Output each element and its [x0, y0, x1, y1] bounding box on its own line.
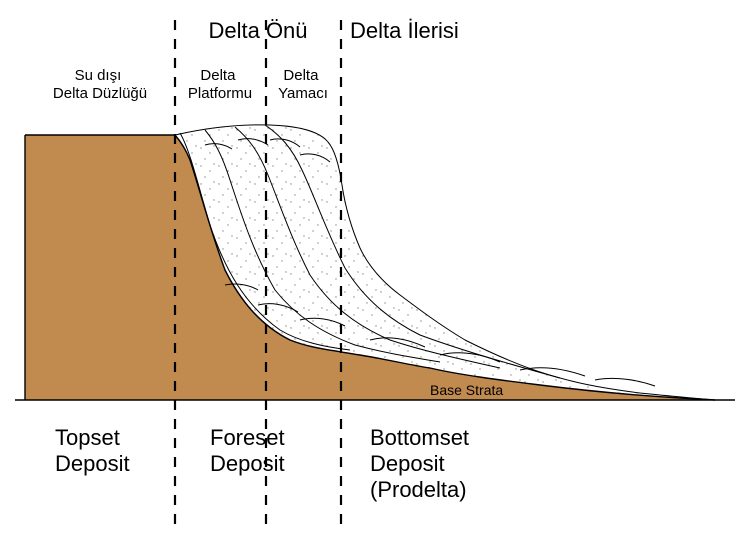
- label-platformu: Delta Platformu: [188, 67, 252, 102]
- label-foreset: Foreset Deposit: [210, 425, 291, 476]
- label-delta-ilerisi: Delta İlerisi: [350, 18, 459, 43]
- label-base-strata: Base Strata: [430, 382, 503, 398]
- delta-cross-section-diagram: Delta Önü Delta İlerisi Su dışı Delta Dü…: [0, 0, 751, 541]
- label-su-disi: Su dışı Delta Düzlüğü: [53, 67, 147, 102]
- label-delta-onu: Delta Önü: [208, 18, 307, 43]
- label-bottomset: Bottomset Deposit (Prodelta): [370, 425, 475, 502]
- label-yamaci: Delta Yamacı: [278, 67, 328, 102]
- label-topset: Topset Deposit: [55, 425, 130, 476]
